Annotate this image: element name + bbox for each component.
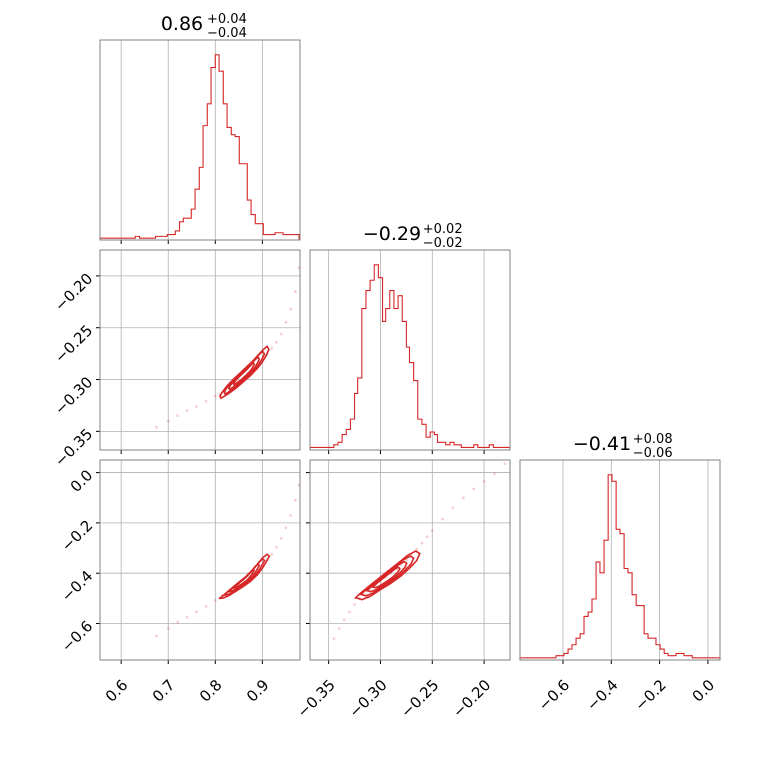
x-tick-label: −0.20 xyxy=(449,676,494,721)
scatter-point xyxy=(213,598,217,602)
axes-frame xyxy=(309,459,511,661)
axes-frame xyxy=(99,459,301,661)
histogram-step-line xyxy=(309,264,511,450)
scatter-point xyxy=(176,414,180,418)
y-tick-label: −0.25 xyxy=(51,321,96,366)
tick-labels: 0.6 0.7 0.8 0.9 −0.35 −0.30 −0.25 −0.20 −0.6 −0.4… xyxy=(51,270,718,722)
scatter-point xyxy=(342,618,346,622)
panel-hist-p2: −0.41 +0.08−0.06 xyxy=(519,432,721,664)
x-tick-label: 0.0 xyxy=(689,676,719,706)
panel-title-plus: +0.08 xyxy=(633,432,673,447)
scatter-point xyxy=(482,479,486,483)
axes-frame xyxy=(309,249,511,451)
scatter-point xyxy=(451,506,455,510)
x-tick-label: −0.30 xyxy=(345,676,390,721)
x-tick-label: −0.25 xyxy=(397,676,442,721)
density-contour xyxy=(365,560,408,593)
scatter-point xyxy=(279,332,283,336)
scatter-point xyxy=(337,627,341,630)
panel-hist-p0: 0.86 +0.04−0.04 xyxy=(99,12,301,244)
x-tick-label: −0.2 xyxy=(631,676,669,714)
scatter-point xyxy=(415,547,419,551)
panel-scatter-p2-vs-p1 xyxy=(306,459,511,664)
scatter-point xyxy=(270,552,274,556)
x-tick-label: 0.8 xyxy=(196,676,226,706)
scatter-point xyxy=(279,537,283,540)
panel-title: −0.29 xyxy=(363,223,421,245)
scatter-point xyxy=(155,425,158,429)
scatter-point xyxy=(176,620,180,624)
y-tick-label: −0.35 xyxy=(51,425,96,470)
y-tick-label: −0.4 xyxy=(58,567,96,605)
density-contour xyxy=(223,350,266,396)
panel-title-minus: −0.04 xyxy=(207,26,247,41)
y-tick-label: −0.30 xyxy=(51,373,96,418)
scatter-point xyxy=(185,615,189,619)
scatter-point xyxy=(270,347,274,350)
density-contour xyxy=(371,566,401,589)
density-contour xyxy=(218,553,271,600)
scatter-point xyxy=(332,637,336,641)
scatter-point xyxy=(166,419,170,423)
scatter-point xyxy=(155,634,158,638)
y-tick-label: −0.20 xyxy=(51,270,96,315)
scatter-point xyxy=(493,472,496,476)
panel-hist-p1: −0.29 +0.02−0.02 xyxy=(309,222,511,454)
scatter-point xyxy=(185,409,189,413)
density-contour xyxy=(232,361,256,386)
scatter-point xyxy=(461,496,465,500)
axes-frame xyxy=(99,39,301,241)
scatter-point xyxy=(213,394,217,398)
y-tick-label: −0.6 xyxy=(58,617,96,655)
panel-scatter-p1-vs-p0 xyxy=(96,249,301,454)
density-contour xyxy=(354,550,421,601)
scatter-point xyxy=(420,541,424,545)
scatter-point xyxy=(289,513,292,517)
x-tick-label: 0.7 xyxy=(149,676,179,706)
scatter-point xyxy=(430,529,434,532)
scatter-point xyxy=(275,545,278,549)
scatter-point xyxy=(195,610,198,614)
scatter-point xyxy=(204,605,208,608)
axes-frame xyxy=(99,249,301,451)
scatter-point xyxy=(353,603,356,607)
panel-title: −0.41 xyxy=(573,433,631,455)
scatter-point xyxy=(204,399,208,403)
y-tick-label: 0.0 xyxy=(67,466,97,496)
x-tick-label: −0.6 xyxy=(535,676,573,714)
x-tick-label: −0.4 xyxy=(583,676,621,714)
scatter-point xyxy=(503,462,507,466)
x-tick-label: 0.9 xyxy=(243,676,273,706)
y-tick-label: −0.2 xyxy=(58,517,96,555)
x-tick-label: 0.6 xyxy=(102,676,132,706)
scatter-point xyxy=(293,290,297,293)
scatter-point xyxy=(293,498,297,502)
scatter-point xyxy=(275,340,278,344)
scatter-point xyxy=(425,535,429,539)
scatter-point xyxy=(289,307,292,311)
histogram-step-line xyxy=(99,54,300,240)
histogram-step-line xyxy=(519,474,721,660)
density-contour xyxy=(359,555,415,597)
axes-frame xyxy=(519,459,721,661)
panel-title-minus: −0.02 xyxy=(423,236,463,251)
panel-scatter-p2-vs-p0 xyxy=(96,459,301,664)
scatter-point xyxy=(347,610,351,614)
scatter-point xyxy=(441,517,445,521)
x-tick-label: −0.35 xyxy=(294,676,339,721)
scatter-point xyxy=(472,487,476,491)
panel-title-minus: −0.06 xyxy=(633,446,673,461)
scatter-point xyxy=(284,526,288,530)
panel-title: 0.86 xyxy=(161,13,203,35)
density-contour xyxy=(232,568,256,589)
scatter-point xyxy=(284,321,288,324)
scatter-point xyxy=(195,405,198,408)
density-contour xyxy=(228,356,261,391)
panel-title-plus: +0.02 xyxy=(423,222,463,237)
scatter-point xyxy=(166,627,170,630)
panel-title-plus: +0.04 xyxy=(207,12,247,27)
